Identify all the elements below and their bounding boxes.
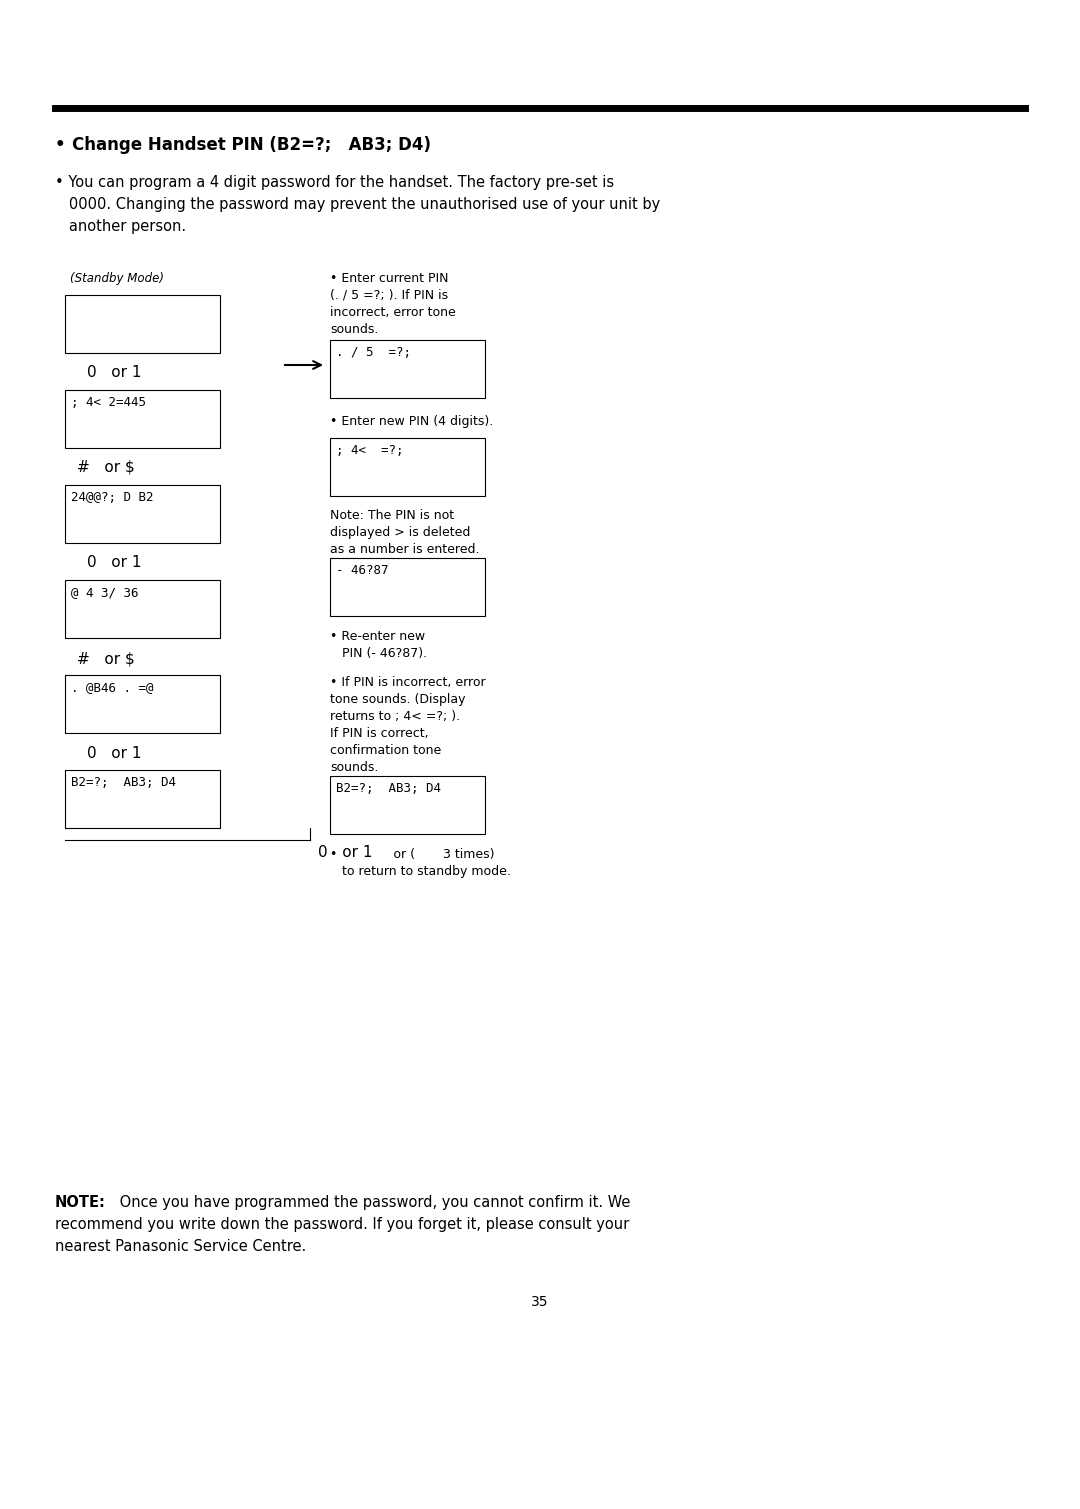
Text: sounds.: sounds. bbox=[330, 761, 378, 774]
Bar bbox=[65, 484, 220, 543]
Text: 0000. Changing the password may prevent the unauthorised use of your unit by: 0000. Changing the password may prevent … bbox=[55, 198, 660, 211]
Text: (. / 5 =?; ). If PIN is: (. / 5 =?; ). If PIN is bbox=[330, 290, 448, 302]
Text: • Enter current PIN: • Enter current PIN bbox=[330, 272, 448, 285]
Text: 24@@?; D B2: 24@@?; D B2 bbox=[71, 490, 153, 504]
Text: 35: 35 bbox=[531, 1295, 549, 1308]
Text: confirmation tone: confirmation tone bbox=[330, 744, 442, 758]
Text: • Re-enter new: • Re-enter new bbox=[330, 629, 426, 643]
Text: •              or (       3 times): • or ( 3 times) bbox=[330, 848, 495, 862]
Text: #   or $: # or $ bbox=[77, 460, 135, 475]
Text: recommend you write down the password. If you forget it, please consult your: recommend you write down the password. I… bbox=[55, 1216, 630, 1231]
Text: • If PIN is incorrect, error: • If PIN is incorrect, error bbox=[330, 676, 486, 690]
Bar bbox=[65, 770, 220, 828]
Text: 0   or 1: 0 or 1 bbox=[87, 555, 141, 570]
Text: tone sounds. (Display: tone sounds. (Display bbox=[330, 693, 465, 706]
Text: as a number is entered.: as a number is entered. bbox=[330, 543, 480, 555]
Text: sounds.: sounds. bbox=[330, 323, 378, 337]
Text: (Standby Mode): (Standby Mode) bbox=[70, 272, 164, 285]
Text: B2=?;  AB3; D4: B2=?; AB3; D4 bbox=[336, 782, 441, 795]
Text: returns to ; 4< =?; ).: returns to ; 4< =?; ). bbox=[330, 711, 460, 723]
Text: 0   or 1: 0 or 1 bbox=[87, 745, 141, 761]
Text: • You can program a 4 digit password for the handset. The factory pre-set is: • You can program a 4 digit password for… bbox=[55, 175, 615, 190]
Text: - 46?87: - 46?87 bbox=[336, 564, 389, 576]
Bar bbox=[65, 579, 220, 638]
Bar bbox=[65, 675, 220, 733]
Text: Note: The PIN is not: Note: The PIN is not bbox=[330, 509, 454, 522]
Bar bbox=[330, 438, 485, 496]
Text: •: • bbox=[55, 136, 71, 154]
Text: another person.: another person. bbox=[55, 219, 186, 234]
Bar bbox=[330, 340, 485, 398]
Text: NOTE:: NOTE: bbox=[55, 1195, 106, 1210]
Bar bbox=[65, 389, 220, 448]
Text: 0   or 1: 0 or 1 bbox=[87, 365, 141, 380]
Text: • Enter new PIN (4 digits).: • Enter new PIN (4 digits). bbox=[330, 415, 494, 429]
Text: 0   or 1: 0 or 1 bbox=[318, 845, 373, 860]
Text: . / 5  =?;: . / 5 =?; bbox=[336, 346, 411, 359]
Text: PIN (- 46?87).: PIN (- 46?87). bbox=[330, 647, 427, 659]
Bar bbox=[330, 776, 485, 834]
Text: Change Handset PIN (B2=?;   AB3; D4): Change Handset PIN (B2=?; AB3; D4) bbox=[72, 136, 431, 154]
Text: incorrect, error tone: incorrect, error tone bbox=[330, 306, 456, 318]
Text: If PIN is correct,: If PIN is correct, bbox=[330, 727, 429, 739]
Text: to return to standby mode.: to return to standby mode. bbox=[330, 865, 511, 878]
Text: B2=?;  AB3; D4: B2=?; AB3; D4 bbox=[71, 776, 176, 789]
Text: ; 4< 2=445: ; 4< 2=445 bbox=[71, 395, 146, 409]
Text: . @B46 . =@: . @B46 . =@ bbox=[71, 681, 153, 694]
Text: ; 4<  =?;: ; 4< =?; bbox=[336, 444, 404, 457]
Bar bbox=[330, 558, 485, 616]
Text: nearest Panasonic Service Centre.: nearest Panasonic Service Centre. bbox=[55, 1239, 307, 1254]
Text: displayed > is deleted: displayed > is deleted bbox=[330, 527, 471, 539]
Bar bbox=[65, 294, 220, 353]
Text: @ 4 3/ 36: @ 4 3/ 36 bbox=[71, 585, 138, 599]
Text: Once you have programmed the password, you cannot confirm it. We: Once you have programmed the password, y… bbox=[114, 1195, 631, 1210]
Text: #   or $: # or $ bbox=[77, 652, 135, 667]
